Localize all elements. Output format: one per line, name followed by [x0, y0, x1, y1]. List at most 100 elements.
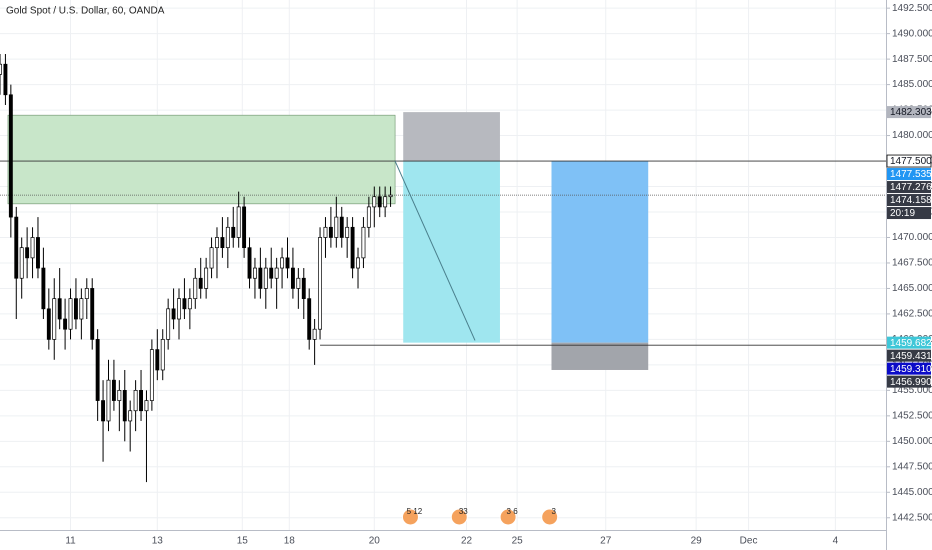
- candle-body: [155, 349, 160, 371]
- price-tag-label: 1482.303: [890, 107, 932, 118]
- candle-body: [36, 237, 40, 269]
- candle-body: [318, 237, 322, 330]
- y-tick-label: 1490.000: [892, 28, 932, 39]
- event-label: 3: [551, 507, 556, 516]
- candle-body: [19, 247, 24, 279]
- x-tick-label: 25: [512, 536, 524, 547]
- candle-body: [41, 267, 46, 310]
- y-tick-label: 1462.500: [892, 309, 932, 320]
- zone: [551, 161, 649, 343]
- zone: [403, 161, 500, 343]
- price-tag-label: 1459.431: [890, 351, 932, 362]
- candle-body: [231, 226, 236, 238]
- price-tag-label: 1459.310: [890, 364, 932, 375]
- candle-body: [171, 308, 176, 320]
- y-tick-label: 1470.000: [892, 232, 932, 243]
- event-icon: [499, 508, 517, 526]
- price-tag: [887, 362, 931, 375]
- candle-body: [193, 277, 198, 299]
- candle-body: [73, 298, 78, 320]
- candle-body: [84, 288, 89, 299]
- price-tag-label: 20:19: [890, 208, 915, 219]
- x-tick-label: 4: [833, 536, 839, 547]
- candle-body: [215, 237, 219, 249]
- candle-body: [372, 196, 377, 208]
- candle-body: [247, 247, 252, 279]
- candle-body: [361, 226, 366, 259]
- candle-body: [236, 206, 241, 238]
- candle-body: [269, 267, 274, 279]
- event-label: 33: [459, 507, 468, 516]
- candle-body: [101, 400, 106, 422]
- price-tag-label: 1477.500: [890, 156, 932, 167]
- y-tick-label: 1480.000: [892, 130, 932, 141]
- plot-area: [0, 0, 886, 530]
- x-tick-label: 15: [237, 536, 249, 547]
- price-tag: [887, 207, 931, 220]
- price-tag: [887, 336, 931, 349]
- candle-body: [263, 267, 268, 289]
- x-tick-label: 22: [461, 536, 473, 547]
- y-tick-label: 1465.000: [892, 283, 932, 294]
- event-icon: [541, 508, 559, 526]
- y-tick-label: 1455.000: [892, 385, 932, 396]
- y-tick-label: 1487.500: [892, 54, 932, 65]
- y-tick-label: 1492.500: [892, 3, 932, 14]
- candle-body: [106, 379, 111, 422]
- candle-body: [0, 63, 2, 75]
- price-tag-label: 1474.158: [890, 195, 932, 206]
- candle-body: [30, 237, 35, 259]
- price-tag: [887, 168, 931, 181]
- candle-body: [182, 298, 187, 310]
- event-label: 5 12: [407, 507, 423, 516]
- x-tick-label: 13: [152, 536, 164, 547]
- candle-body: [377, 196, 382, 208]
- y-tick-label: 1452.500: [892, 410, 932, 421]
- candle-body: [345, 226, 350, 238]
- candle-body: [296, 277, 301, 289]
- candle-body: [280, 257, 285, 269]
- candle-body: [8, 94, 13, 218]
- price-tag-label: 1477.535: [890, 169, 932, 180]
- candle-body: [285, 257, 290, 269]
- candle-body: [198, 277, 203, 289]
- y-tick-label: 1445.000: [892, 487, 932, 498]
- candle-body: [63, 318, 68, 330]
- event-icon: [450, 508, 468, 526]
- candle-body: [209, 247, 214, 269]
- candle-body: [95, 339, 100, 401]
- candle-body: [307, 298, 312, 340]
- x-tick-label: Dec: [740, 536, 758, 547]
- candle-body: [139, 390, 143, 412]
- candle-body: [160, 339, 165, 371]
- price-tag: [887, 106, 931, 119]
- candle-body: [128, 410, 133, 422]
- y-tick-label: 1442.500: [892, 512, 932, 523]
- candle-body: [166, 308, 171, 340]
- zone: [551, 342, 649, 370]
- x-tick-label: 20: [369, 536, 381, 547]
- candle-body: [339, 216, 344, 238]
- candle-body: [3, 63, 8, 96]
- candle-body: [312, 328, 317, 340]
- candle-body: [258, 267, 263, 289]
- candle-body: [274, 267, 279, 279]
- candle-body: [187, 298, 192, 310]
- zone: [7, 114, 396, 205]
- y-tick-label: 1485.000: [892, 79, 932, 90]
- candle-body: [144, 400, 149, 412]
- chart-title: Gold Spot / U.S. Dollar, 60, OANDA: [6, 6, 165, 17]
- x-tick-label: 29: [691, 536, 703, 547]
- candle-body: [334, 216, 339, 238]
- candle-body: [253, 267, 257, 279]
- price-tag: [887, 181, 931, 194]
- candle-body: [25, 247, 30, 259]
- price-tag-label: 1456.990: [890, 377, 932, 388]
- candle-body: [133, 390, 138, 412]
- price-tag: [887, 375, 931, 388]
- candle-body: [46, 308, 51, 340]
- price-tag: [887, 349, 931, 362]
- candle-body: [79, 298, 84, 320]
- x-tick-label: 11: [65, 536, 76, 547]
- candle-body: [225, 226, 230, 249]
